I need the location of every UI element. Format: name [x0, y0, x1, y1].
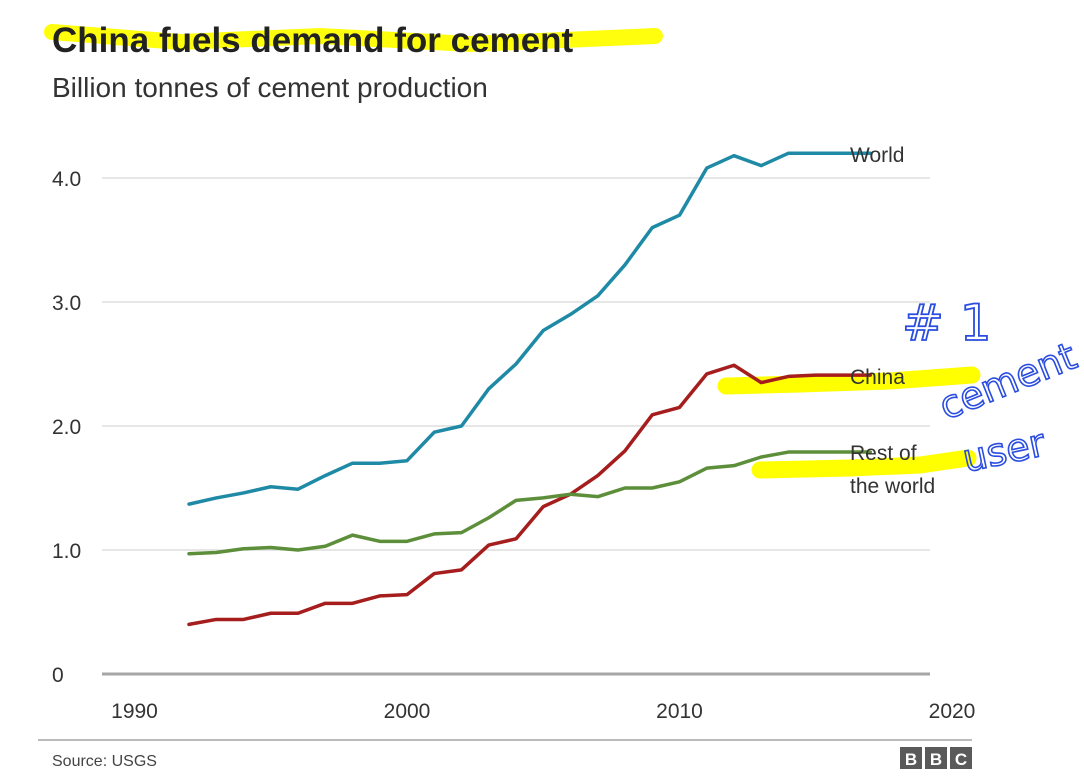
- bbc-logo-letter-b2: B: [930, 750, 942, 769]
- rest-of-world-label-highlight: [751, 449, 977, 479]
- y-axis-ticks: 0 1.0 2.0 3.0 4.0: [52, 168, 81, 687]
- x-tick-label: 2000: [384, 700, 431, 723]
- bbc-logo-letter-c: C: [955, 750, 967, 769]
- y-tick-label: 2.0: [52, 416, 81, 439]
- series-lines: [187, 151, 872, 627]
- series-line-china: [187, 363, 872, 627]
- title-highlight: [44, 24, 663, 53]
- handwritten-annotation: # 1 cement user: [901, 293, 1083, 482]
- source-note: Source: USGS: [52, 753, 157, 770]
- chart-title: China fuels demand for cement: [52, 21, 574, 60]
- handwritten-user: user: [959, 420, 1050, 480]
- legend-text: Rest of: [850, 442, 917, 465]
- legend: World China Rest of the world: [850, 144, 935, 498]
- y-tick-label: 4.0: [52, 168, 81, 191]
- china-label-highlight: [717, 366, 981, 395]
- x-tick-label: 2010: [656, 700, 703, 723]
- legend-text: World: [850, 144, 904, 167]
- series-line-world: [187, 151, 872, 506]
- legend-text: the world: [850, 475, 935, 498]
- legend-label-world: World: [850, 144, 904, 167]
- x-tick-label: 1990: [111, 700, 158, 723]
- y-tick-label: 3.0: [52, 292, 81, 315]
- handwritten-number-one: # 1: [902, 294, 992, 352]
- legend-text: China: [850, 366, 905, 389]
- x-tick-label: 2020: [929, 700, 976, 723]
- chart-subtitle: Billion tonnes of cement production: [52, 72, 488, 103]
- legend-label-rest-of-the-world: Rest of the world: [850, 442, 935, 498]
- y-tick-label: 1.0: [52, 540, 81, 563]
- series-line-rest-of-the-world: [187, 450, 872, 556]
- gridlines: [102, 177, 930, 676]
- y-tick-label: 0: [52, 664, 64, 687]
- bbc-logo: B B C: [900, 747, 972, 769]
- legend-label-china: China: [850, 366, 905, 389]
- x-axis-ticks: 1990 2000 2010 2020: [111, 700, 975, 723]
- bbc-logo-letter-b1: B: [905, 750, 917, 769]
